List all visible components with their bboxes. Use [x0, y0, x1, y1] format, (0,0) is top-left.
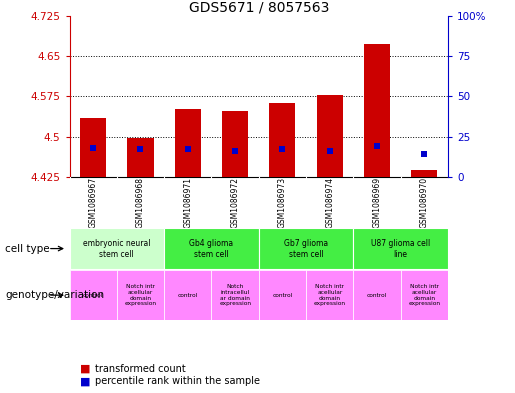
Text: Notch intr
acellular
domain
expression: Notch intr acellular domain expression: [314, 284, 346, 306]
Text: Notch
intracellul
ar domain
expression: Notch intracellul ar domain expression: [219, 284, 251, 306]
Text: control: control: [367, 293, 387, 298]
Text: U87 glioma cell
line: U87 glioma cell line: [371, 239, 431, 259]
Text: GSM1086974: GSM1086974: [325, 177, 334, 228]
Bar: [317, 95, 343, 177]
Text: GSM1086972: GSM1086972: [231, 177, 239, 228]
Bar: [411, 170, 437, 177]
Title: GDS5671 / 8057563: GDS5671 / 8057563: [188, 0, 329, 15]
Bar: [212, 270, 259, 320]
Text: embryonic neural
stem cell: embryonic neural stem cell: [83, 239, 150, 259]
Bar: [222, 111, 248, 177]
Bar: [306, 270, 353, 320]
Bar: [117, 270, 164, 320]
Text: control: control: [272, 293, 293, 298]
Text: control: control: [83, 293, 104, 298]
Text: GSM1086967: GSM1086967: [89, 177, 98, 228]
Text: Gb4 glioma
stem cell: Gb4 glioma stem cell: [190, 239, 233, 259]
Bar: [353, 270, 401, 320]
Text: ■: ■: [80, 376, 90, 386]
Text: Gb7 glioma
stem cell: Gb7 glioma stem cell: [284, 239, 328, 259]
Text: Notch intr
acellular
domain
expression: Notch intr acellular domain expression: [125, 284, 157, 306]
Text: GSM1086968: GSM1086968: [136, 177, 145, 228]
Text: GSM1086969: GSM1086969: [372, 177, 382, 228]
Text: ■: ■: [80, 364, 90, 374]
Bar: [364, 44, 390, 177]
Text: cell type: cell type: [5, 244, 50, 253]
Text: control: control: [178, 293, 198, 298]
Bar: [80, 118, 106, 177]
Text: percentile rank within the sample: percentile rank within the sample: [95, 376, 260, 386]
Bar: [70, 228, 164, 269]
Bar: [164, 270, 212, 320]
Text: GSM1086973: GSM1086973: [278, 177, 287, 228]
Bar: [401, 270, 448, 320]
Text: GSM1086970: GSM1086970: [420, 177, 429, 228]
Bar: [175, 108, 201, 177]
Bar: [128, 138, 153, 177]
Text: transformed count: transformed count: [95, 364, 186, 374]
Bar: [259, 228, 353, 269]
Bar: [269, 103, 296, 177]
Text: Notch intr
acellular
domain
expression: Notch intr acellular domain expression: [408, 284, 440, 306]
Bar: [164, 228, 259, 269]
Text: GSM1086971: GSM1086971: [183, 177, 192, 228]
Text: genotype/variation: genotype/variation: [5, 290, 104, 300]
Bar: [70, 270, 117, 320]
Bar: [353, 228, 448, 269]
Bar: [259, 270, 306, 320]
